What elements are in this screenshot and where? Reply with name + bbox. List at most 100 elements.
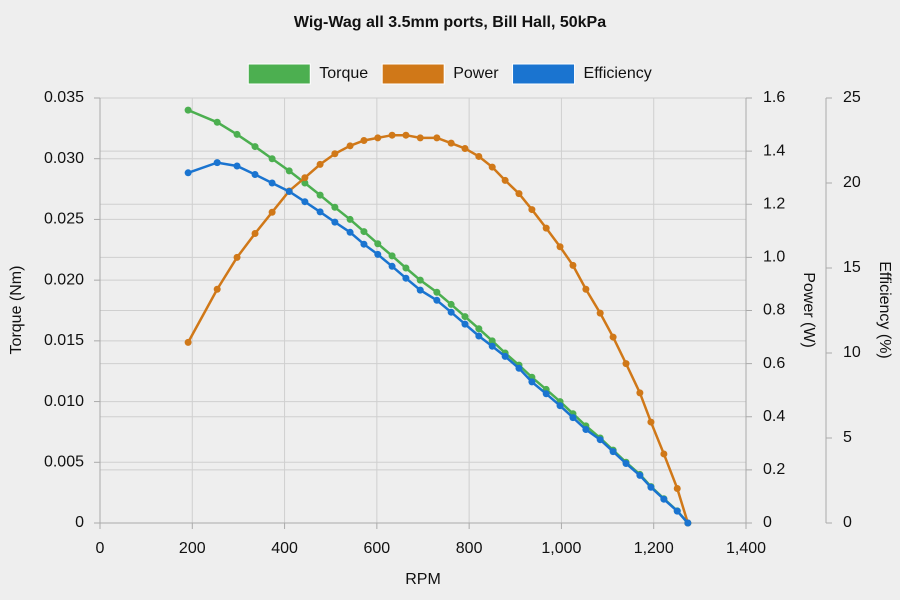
y3-tick-label: 5 — [843, 429, 852, 446]
y-tick-label: 0.015 — [44, 332, 84, 349]
legend-label[interactable]: Efficiency — [584, 65, 652, 82]
x-axis-label: RPM — [405, 571, 441, 588]
y-tick-label: 0.030 — [44, 150, 84, 167]
data-point — [268, 179, 276, 187]
data-point — [596, 309, 604, 317]
data-point — [233, 253, 241, 261]
data-point — [251, 171, 259, 178]
data-point — [213, 285, 221, 293]
y-tick-label: 0.010 — [44, 393, 84, 410]
data-point — [346, 142, 354, 150]
data-point — [184, 338, 192, 346]
data-point — [475, 325, 483, 333]
data-point — [268, 208, 276, 216]
data-point — [622, 360, 630, 368]
data-point — [488, 337, 496, 345]
data-point — [447, 139, 455, 147]
legend-swatch[interactable] — [247, 63, 311, 85]
data-point — [360, 228, 368, 236]
x-tick-label: 600 — [364, 540, 391, 557]
data-point — [433, 296, 441, 304]
data-point — [647, 483, 655, 491]
data-point — [660, 450, 668, 458]
y2-axis-label: Power (W) — [800, 272, 817, 348]
data-point — [360, 240, 368, 248]
data-point — [301, 179, 309, 187]
y2-tick-label: 0 — [763, 514, 772, 531]
legend-label[interactable]: Power — [453, 65, 499, 82]
data-point — [461, 320, 469, 328]
data-point — [501, 176, 509, 184]
x-tick-label: 400 — [271, 540, 298, 557]
data-point — [488, 163, 496, 171]
chart-title: Wig-Wag all 3.5mm ports, Bill Hall, 50kP… — [294, 14, 606, 31]
data-point — [388, 131, 396, 139]
data-point — [582, 285, 590, 293]
data-point — [647, 418, 655, 426]
data-point — [213, 159, 221, 167]
data-point — [433, 134, 441, 142]
data-point — [374, 250, 382, 258]
data-point — [416, 276, 424, 284]
x-tick-label: 1,400 — [726, 540, 766, 557]
data-point — [331, 150, 339, 158]
data-point — [596, 436, 604, 444]
y2-tick-label: 0.4 — [763, 408, 785, 425]
data-point — [346, 215, 354, 223]
data-point — [461, 144, 469, 152]
y-tick-label: 0.005 — [44, 454, 84, 471]
x-tick-label: 800 — [456, 540, 483, 557]
data-point — [582, 426, 590, 433]
data-point — [388, 252, 396, 260]
data-point — [374, 134, 382, 142]
y3-tick-label: 10 — [843, 344, 861, 361]
y2-tick-label: 0.8 — [763, 302, 785, 319]
data-point — [268, 155, 276, 163]
legend-label[interactable]: Torque — [319, 65, 368, 82]
data-point — [556, 402, 564, 410]
data-point — [402, 264, 410, 272]
data-point — [301, 174, 309, 182]
data-point — [416, 134, 424, 142]
legend-swatch[interactable] — [512, 63, 576, 85]
data-point — [684, 519, 692, 527]
x-tick-label: 1,000 — [541, 540, 581, 557]
data-point — [213, 118, 221, 126]
data-point — [285, 188, 293, 195]
data-point — [447, 300, 455, 308]
data-point — [542, 390, 550, 398]
data-point — [316, 191, 324, 199]
y2-tick-label: 1.0 — [763, 249, 785, 266]
data-point — [609, 448, 617, 456]
data-point — [660, 495, 668, 503]
data-point — [636, 389, 644, 397]
data-point — [184, 169, 192, 177]
data-point — [360, 137, 368, 144]
data-point — [636, 471, 644, 479]
data-point — [416, 286, 424, 294]
data-point — [528, 206, 536, 214]
data-point — [622, 460, 630, 467]
data-point — [233, 162, 241, 170]
x-tick-label: 1,200 — [634, 540, 674, 557]
y3-axis-label: Efficiency (%) — [876, 261, 893, 359]
x-tick-label: 200 — [179, 540, 206, 557]
data-point — [316, 160, 324, 168]
legend-swatch[interactable] — [381, 63, 445, 85]
y-tick-label: 0.020 — [44, 271, 84, 288]
data-point — [433, 288, 441, 296]
data-point — [515, 190, 523, 198]
data-point — [501, 352, 509, 360]
data-point — [569, 261, 577, 269]
data-point — [542, 224, 550, 232]
data-point — [447, 308, 455, 316]
y3-tick-label: 25 — [843, 89, 861, 106]
data-point — [609, 333, 617, 341]
data-point — [388, 262, 396, 270]
data-point — [251, 143, 259, 151]
y2-tick-label: 1.6 — [763, 89, 785, 106]
data-point — [515, 364, 523, 372]
y2-tick-label: 0.6 — [763, 355, 785, 372]
y-axis-label: Torque (Nm) — [8, 266, 25, 355]
